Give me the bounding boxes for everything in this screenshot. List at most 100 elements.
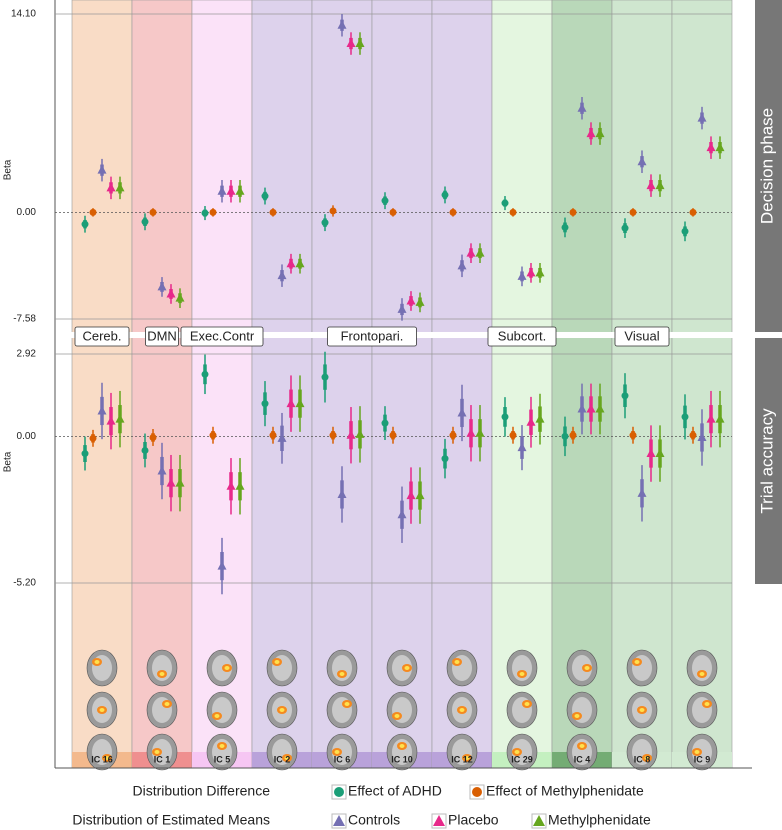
point [457,260,467,270]
point [535,414,545,423]
ic-label: IC 1 [154,754,171,764]
activation-core [339,672,345,676]
point [321,219,329,227]
point [337,489,347,498]
activation-core [634,660,640,664]
column-background [251,0,313,769]
point [689,208,697,216]
point [621,224,629,232]
point [381,419,389,427]
brain-slice-inner [512,655,532,681]
point [235,481,245,490]
y-axis-label: Beta [3,159,14,180]
point [406,295,416,305]
ic-label: IC 10 [391,754,413,764]
point [449,431,457,439]
point [595,128,605,138]
column-background [191,0,253,769]
point [226,186,236,195]
column-background [371,0,433,769]
point [141,218,149,226]
activation-core [94,660,100,664]
point [321,373,329,381]
point [569,431,577,439]
ic-label: IC 29 [511,754,533,764]
point [577,103,587,112]
point [355,429,365,438]
point [441,191,449,199]
point [217,561,227,570]
network-label: Cereb. [82,328,121,343]
point [646,448,656,458]
point [517,271,527,280]
point [141,446,149,454]
ic-label: IC 12 [451,754,473,764]
point [381,197,389,205]
point [89,208,97,216]
point [475,428,485,437]
point [329,431,337,439]
network-label-box [614,326,670,347]
point [586,128,596,138]
point [115,182,125,192]
activation-core [524,702,530,706]
network-label: DMN [147,328,177,343]
point [449,208,457,216]
point [706,142,716,152]
point [201,370,209,378]
point [621,392,629,400]
activation-core [644,756,650,760]
network-label-box [327,326,417,347]
point [97,405,107,415]
network-label-box [74,326,130,347]
point [715,142,725,152]
point [277,270,287,280]
y-tick-label: 14.10 [11,9,36,20]
point [149,433,157,441]
legend-title: Distribution of Estimated Means [72,812,270,828]
point [646,180,656,190]
point [441,455,449,463]
point [561,223,569,231]
point [586,403,596,413]
point [175,293,185,302]
point [397,509,407,519]
network-label-box [487,326,557,347]
ic-label: IC 2 [274,754,291,764]
brain-slice-inner [692,655,712,681]
point [209,208,217,216]
point [89,434,97,442]
point [235,186,245,195]
legend-marker [533,815,545,826]
point [706,414,716,423]
ic-label: IC 9 [694,754,711,764]
point [286,398,296,408]
column-background [311,0,373,769]
activation-core [454,660,460,664]
legend-title: Distribution Difference [133,783,271,799]
point [569,208,577,216]
network-label-box [180,326,264,347]
point [97,165,107,174]
point [629,208,637,216]
point [681,413,689,421]
point [681,227,689,235]
point [595,403,605,413]
legend-label: Effect of ADHD [348,783,442,799]
point [517,442,527,452]
activation-core [579,744,585,748]
backgrounds [55,0,755,771]
brain-slice-inner [392,739,412,765]
network-label: Visual [624,328,659,343]
legend-label: Placebo [448,812,499,828]
point [389,208,397,216]
activation-core [639,708,645,712]
point [697,113,707,122]
y-axis-label: Beta [3,451,14,472]
point [637,488,647,497]
point [261,192,269,200]
point [157,281,167,291]
point [149,208,157,216]
point [697,432,707,441]
point [629,431,637,439]
